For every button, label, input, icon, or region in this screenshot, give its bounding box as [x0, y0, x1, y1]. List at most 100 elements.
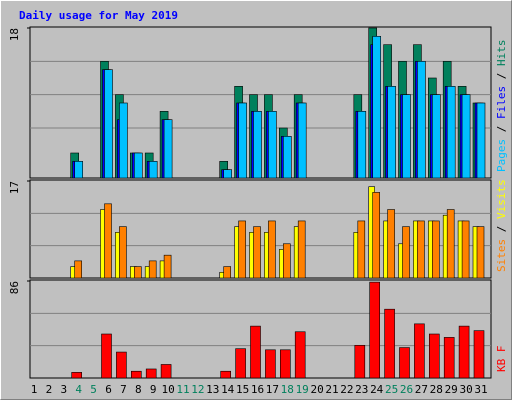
bar [428, 333, 440, 379]
x-tick-label: 16 [251, 383, 264, 396]
bar [369, 281, 381, 379]
bar [235, 348, 246, 379]
bar [134, 266, 142, 279]
bar [461, 94, 471, 179]
legend: KB F [495, 346, 508, 373]
bar [282, 136, 292, 179]
legend-entry: Visits [495, 179, 508, 219]
bar [104, 69, 113, 179]
bar [294, 331, 306, 379]
bar [101, 333, 112, 379]
x-tick-label: 22 [340, 383, 353, 396]
chart-title: Daily usage for May 2019 [19, 9, 178, 22]
x-tick-label: 10 [161, 383, 174, 396]
bar [71, 372, 82, 379]
bar [116, 351, 127, 379]
bar [268, 111, 277, 179]
x-tick-label: 5 [90, 383, 97, 396]
x-tick-label: 29 [445, 383, 458, 396]
x-tick-label: 8 [135, 383, 142, 396]
bar [446, 209, 455, 279]
bar [268, 220, 276, 279]
x-tick-label: 17 [266, 383, 279, 396]
x-tick-label: 23 [355, 383, 368, 396]
bar [446, 86, 456, 179]
x-tick-label: 30 [459, 383, 472, 396]
bar [372, 192, 381, 279]
bar [458, 325, 470, 379]
bar [387, 209, 395, 279]
bar [104, 203, 112, 279]
x-tick-label: 11 [176, 383, 189, 396]
x-tick-label: 3 [60, 383, 67, 396]
x-tick-label: 1 [31, 383, 38, 396]
x-tick-label: 18 [281, 383, 294, 396]
bar [163, 254, 172, 279]
bar [414, 323, 425, 379]
x-tick-label: 2 [46, 383, 53, 396]
bar [253, 111, 262, 179]
y-tick-label: 18 [8, 28, 21, 41]
legend-separator: / [495, 66, 508, 86]
bar [417, 220, 425, 279]
bar [357, 111, 367, 179]
bar [417, 61, 426, 179]
bar [354, 344, 366, 379]
bar [431, 220, 440, 279]
x-tick-label: 26 [400, 383, 413, 396]
legend-separator: / [495, 119, 508, 139]
bar [131, 370, 142, 379]
x-tick-label: 24 [370, 383, 384, 396]
legend: Sites / Visits [495, 179, 508, 272]
bar [357, 220, 366, 279]
x-tick-label: 31 [474, 383, 487, 396]
bar [74, 260, 82, 279]
bar [461, 220, 470, 279]
y-tick-label: 17 [8, 181, 21, 194]
bar [297, 220, 306, 279]
bar [253, 226, 261, 279]
legend-entry: Files [495, 86, 508, 119]
bar [148, 161, 158, 179]
bar [372, 36, 382, 179]
x-tick-label: 20 [310, 383, 323, 396]
bar [119, 226, 127, 279]
x-tick-label: 25 [385, 383, 398, 396]
bar [473, 330, 485, 379]
bar [145, 368, 157, 379]
legend-entry: KB F [495, 346, 508, 373]
x-tick-label: 4 [75, 383, 82, 396]
x-tick-label: 7 [120, 383, 127, 396]
bar [163, 119, 173, 179]
bar [134, 152, 143, 179]
legend-entry: Sites [495, 239, 508, 272]
bar [384, 308, 395, 379]
bar [148, 260, 157, 279]
x-tick-label: 14 [221, 383, 235, 396]
y-tick-label: 86 [8, 281, 21, 294]
bar [443, 337, 455, 379]
bar [402, 226, 410, 279]
bar [476, 102, 486, 179]
bar [119, 102, 128, 179]
bar [387, 86, 396, 179]
x-tick-label: 6 [105, 383, 112, 396]
bar [160, 364, 172, 379]
legend-entry: Hits [495, 40, 508, 67]
legend-entry: Pages [495, 139, 508, 172]
x-tick-label: 12 [191, 383, 204, 396]
x-tick-label: 27 [415, 383, 428, 396]
x-tick-label: 13 [206, 383, 219, 396]
legend: Pages / Files / Hits [495, 40, 508, 173]
bar [431, 94, 441, 179]
bar [238, 220, 246, 279]
bar [250, 325, 261, 379]
legend-separator: / [495, 219, 508, 239]
x-tick-label: 21 [325, 383, 338, 396]
bar [238, 102, 247, 179]
x-tick-label: 19 [296, 383, 309, 396]
bar [282, 243, 291, 279]
x-tick-label: 28 [430, 383, 443, 396]
bar [74, 161, 83, 179]
